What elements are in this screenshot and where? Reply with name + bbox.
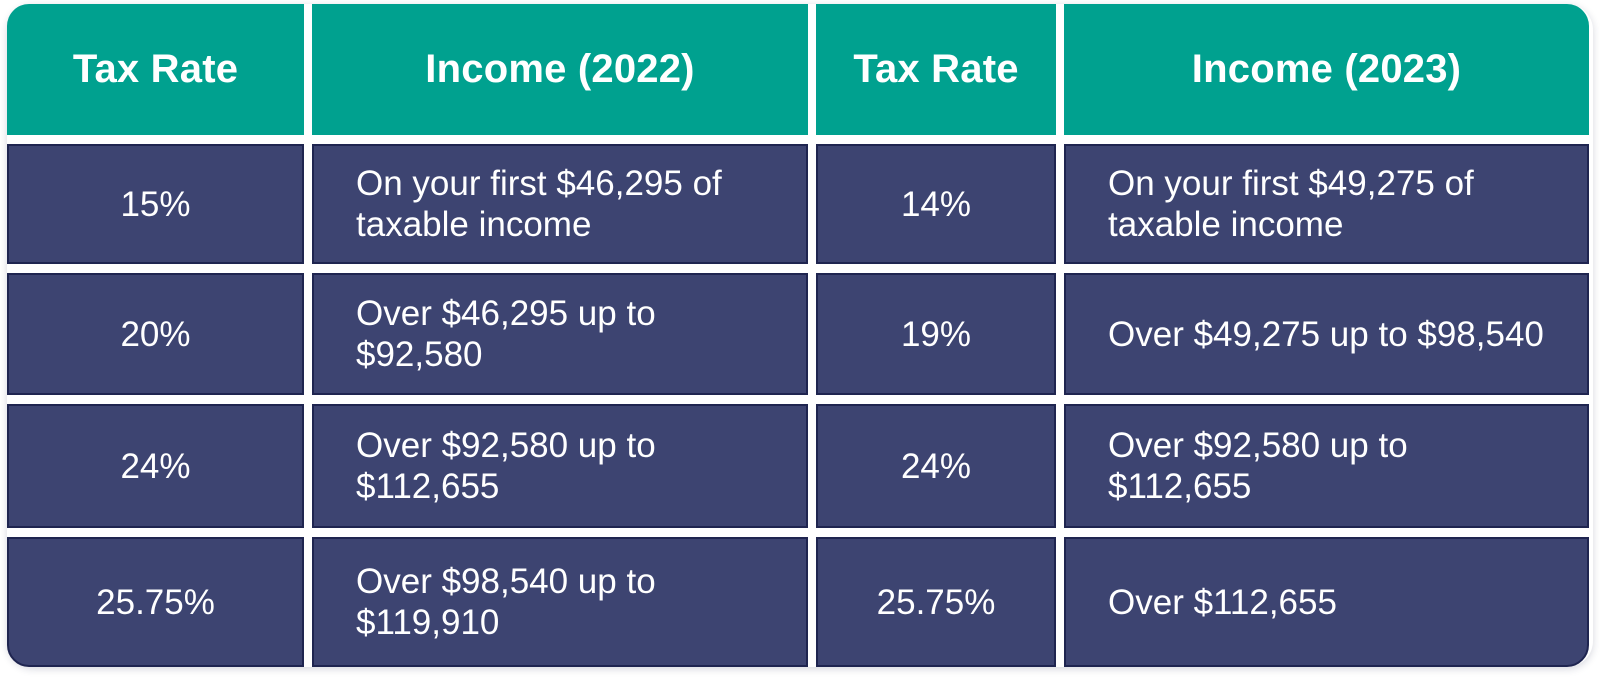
income-2023-row1: On your first $49,275 of taxable income (1064, 144, 1589, 264)
income-2023-row2: Over $49,275 up to $98,540 (1064, 273, 1589, 395)
tax-rate-2022-row1: 15% (7, 144, 304, 264)
tax-rate-2022-row2: 20% (7, 273, 304, 395)
income-2022-row4: Over $98,540 up to $119,910 (312, 537, 808, 667)
tax-rate-2022-row4: 25.75% (7, 537, 304, 667)
col-header-tax-rate-2023: Tax Rate (816, 4, 1056, 135)
col-header-income-2023: Income (2023) (1064, 4, 1589, 135)
col-header-tax-rate-2022: Tax Rate (7, 4, 304, 135)
tax-rate-2023-row4: 25.75% (816, 537, 1056, 667)
income-2023-row3: Over $92,580 up to $112,655 (1064, 404, 1589, 528)
tax-rate-2023-row1: 14% (816, 144, 1056, 264)
tax-rate-comparison-table: Tax Rate Income (2022) Tax Rate Income (… (7, 4, 1593, 667)
income-2022-row1: On your first $46,295 of taxable income (312, 144, 808, 264)
income-2023-row4: Over $112,655 (1064, 537, 1589, 667)
income-2022-row2: Over $46,295 up to $92,580 (312, 273, 808, 395)
tax-rate-2022-row3: 24% (7, 404, 304, 528)
tax-rate-2023-row2: 19% (816, 273, 1056, 395)
col-header-income-2022: Income (2022) (312, 4, 808, 135)
tax-rate-2023-row3: 24% (816, 404, 1056, 528)
income-2022-row3: Over $92,580 up to $112,655 (312, 404, 808, 528)
